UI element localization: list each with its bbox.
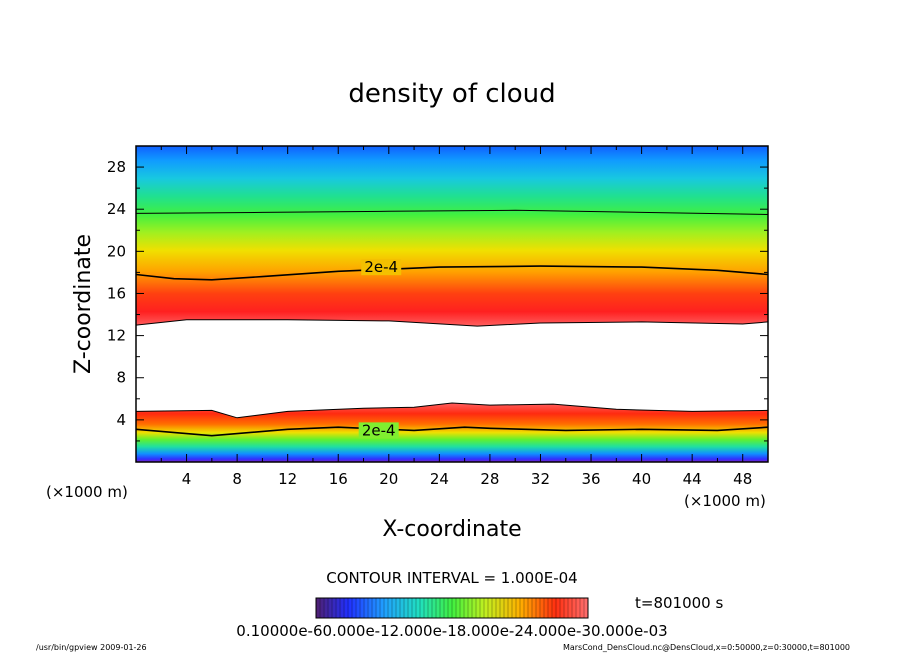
- plot-area: [136, 146, 768, 462]
- contour-interval: CONTOUR INTERVAL = 1.000E-04: [326, 569, 577, 587]
- contour-label-upper: 2e-4: [364, 258, 398, 276]
- contour-label-lower: 2e-4: [362, 421, 396, 439]
- y-tick-label: 24: [107, 200, 126, 218]
- plot-frame: [135, 145, 769, 463]
- contour-lower-top: [136, 402, 768, 419]
- colorbar-ticks: [319, 598, 585, 618]
- footer-right: MarsCond_DensCloud.nc@DensCloud,x=0:5000…: [563, 643, 850, 652]
- y-tick-label: 4: [116, 411, 126, 429]
- x-tick-label: 24: [430, 470, 449, 488]
- x-axis-ticks: 4 8 12 16 20 24 28 32 36 40 44 48: [160, 146, 752, 488]
- x-tick-label: 32: [531, 470, 550, 488]
- colorbar-labels: 0.10000e-60.000e-12.000e-18.000e-24.000e…: [236, 622, 667, 640]
- x-tick-label: 8: [232, 470, 242, 488]
- x-unit-label: (×1000 m): [684, 492, 766, 510]
- footer-left: /usr/bin/gpview 2009-01-26: [36, 643, 147, 652]
- y-tick-label: 12: [107, 327, 126, 345]
- lower-cloud-field: [136, 403, 768, 462]
- contour-label-bg: [361, 259, 402, 276]
- x-tick-label: 16: [329, 470, 348, 488]
- x-tick-label: 40: [632, 470, 651, 488]
- y-axis-ticks: 4 8 12 16 20 24 28: [107, 158, 768, 442]
- x-tick-label: 44: [683, 470, 702, 488]
- x-tick-label: 28: [480, 470, 499, 488]
- x-tick-label: 12: [278, 470, 297, 488]
- x-tick-label: 20: [379, 470, 398, 488]
- contour-label-bg: [358, 422, 399, 439]
- chart-title: density of cloud: [348, 79, 555, 109]
- y-tick-label: 16: [107, 284, 126, 302]
- contour-band-bottom: [136, 319, 768, 327]
- time-label: t=801000 s: [635, 594, 723, 612]
- y-tick-label: 20: [107, 242, 126, 260]
- upper-cloud-field: [136, 146, 768, 327]
- x-tick-label: 36: [581, 470, 600, 488]
- y-unit-label: (×1000 m): [46, 483, 128, 501]
- x-axis-label: X-coordinate: [382, 517, 521, 542]
- y-tick-label: 8: [116, 369, 126, 387]
- contour-labels: 2e-4 2e-4: [358, 258, 402, 439]
- contour-lower-2e-4: [136, 426, 768, 437]
- x-tick-label: 48: [733, 470, 752, 488]
- x-tick-label: 4: [182, 470, 192, 488]
- y-tick-label: 28: [107, 158, 126, 176]
- colorbar: [315, 597, 589, 619]
- contour-upper-1e-4: [136, 209, 768, 215]
- y-axis-label: Z-coordinate: [71, 234, 96, 374]
